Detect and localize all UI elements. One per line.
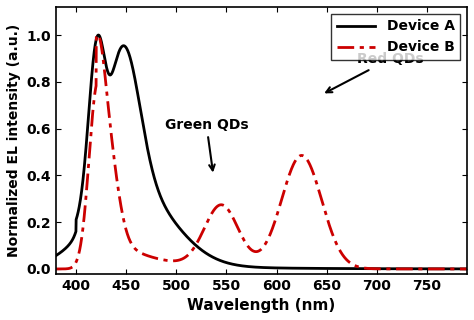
Device A — [53, 254, 59, 258]
X-axis label: Wavelength (nm): Wavelength (nm) — [187, 298, 336, 313]
Device A — [453, 267, 458, 271]
Device B — [95, 33, 101, 37]
Device B — [242, 240, 248, 244]
Device A — [95, 33, 101, 37]
Device A — [253, 265, 259, 269]
Device B — [452, 267, 458, 271]
Line: Device A: Device A — [56, 35, 467, 269]
Device B — [464, 267, 470, 271]
Device A — [377, 267, 383, 271]
Line: Device B: Device B — [56, 35, 467, 269]
Device A — [464, 267, 470, 271]
Device A — [74, 215, 80, 219]
Legend: Device A, Device B: Device A, Device B — [331, 14, 460, 60]
Text: Red QDs: Red QDs — [326, 52, 423, 92]
Device A — [452, 267, 458, 271]
Device B — [53, 267, 59, 271]
Device A — [242, 264, 248, 268]
Y-axis label: Normalized EL intensity (a.u.): Normalized EL intensity (a.u.) — [7, 24, 21, 257]
Device B — [377, 267, 383, 271]
Device B — [453, 267, 458, 271]
Device B — [253, 250, 259, 253]
Device B — [74, 258, 80, 262]
Text: Green QDs: Green QDs — [164, 117, 248, 170]
